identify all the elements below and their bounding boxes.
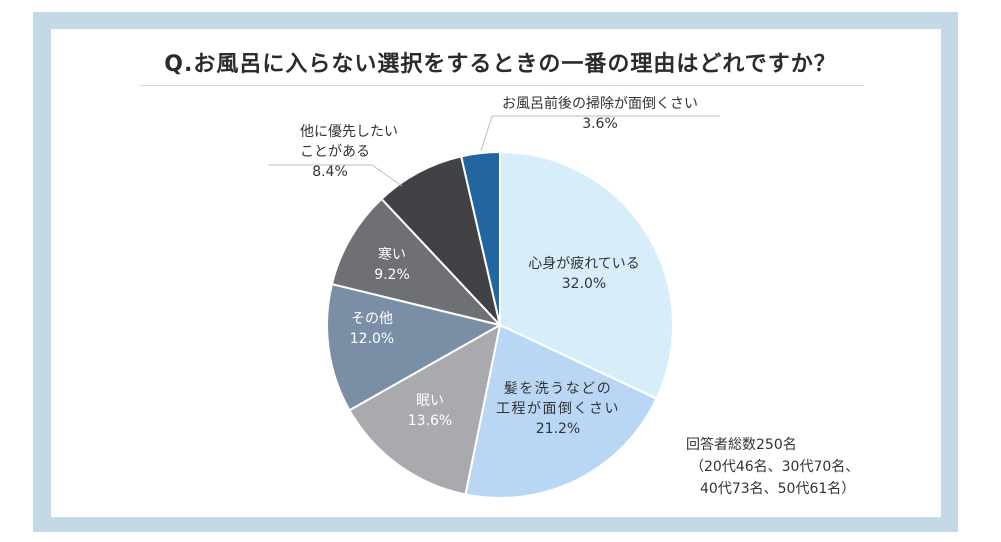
leader-line-6 [268, 164, 403, 187]
pie-slice-1 [499, 150, 675, 400]
slice-category-label-4: その他 [351, 311, 393, 327]
slice-value-label-3: 13.6% [408, 413, 452, 429]
respondent-note: 回答者総数250名 （20代46名、30代70名、 40代73名、50代61名） [686, 434, 936, 500]
slice-value-label-1: 32.0% [562, 276, 606, 292]
note-line-2: （20代46名、30代70名、 [690, 459, 860, 475]
slice-category-label-2: 髪を洗うなどの [504, 381, 613, 397]
slice-category-label-1: 心身が疲れている [528, 255, 640, 272]
note-line-1: 回答者総数250名 [686, 437, 797, 453]
slice-category-label-7: お風呂前後の掃除が面倒くさい [502, 95, 698, 112]
leader-line-7 [480, 115, 720, 152]
note-line-3: 40代73名、50代61名） [700, 481, 856, 497]
slice-category-label-6: 他に優先したい [300, 124, 398, 140]
pie-slice-7 [460, 150, 501, 326]
slice-value-label-2: 21.2% [536, 421, 580, 437]
slice-category-label-5: 寒い [378, 246, 406, 263]
slice-category-label-2: 工程が面倒くさい [496, 401, 620, 417]
pie-slice-2 [464, 323, 658, 499]
slice-category-label-3: 眠い [416, 393, 444, 409]
slice-value-label-4: 12.0% [350, 331, 394, 347]
slice-category-label-6: ことがある [300, 144, 370, 160]
slice-value-label-6: 8.4% [312, 164, 348, 180]
pie-slice-3 [348, 323, 502, 496]
pie-slice-5 [330, 197, 504, 327]
pie-slice-4 [326, 282, 503, 412]
slice-value-label-7: 3.6% [582, 116, 618, 132]
chart-title: Q.お風呂に入らない選択をするときの一番の理由はどれですか？ [164, 52, 837, 77]
slice-value-label-5: 9.2% [374, 267, 410, 283]
title-divider [140, 85, 864, 86]
